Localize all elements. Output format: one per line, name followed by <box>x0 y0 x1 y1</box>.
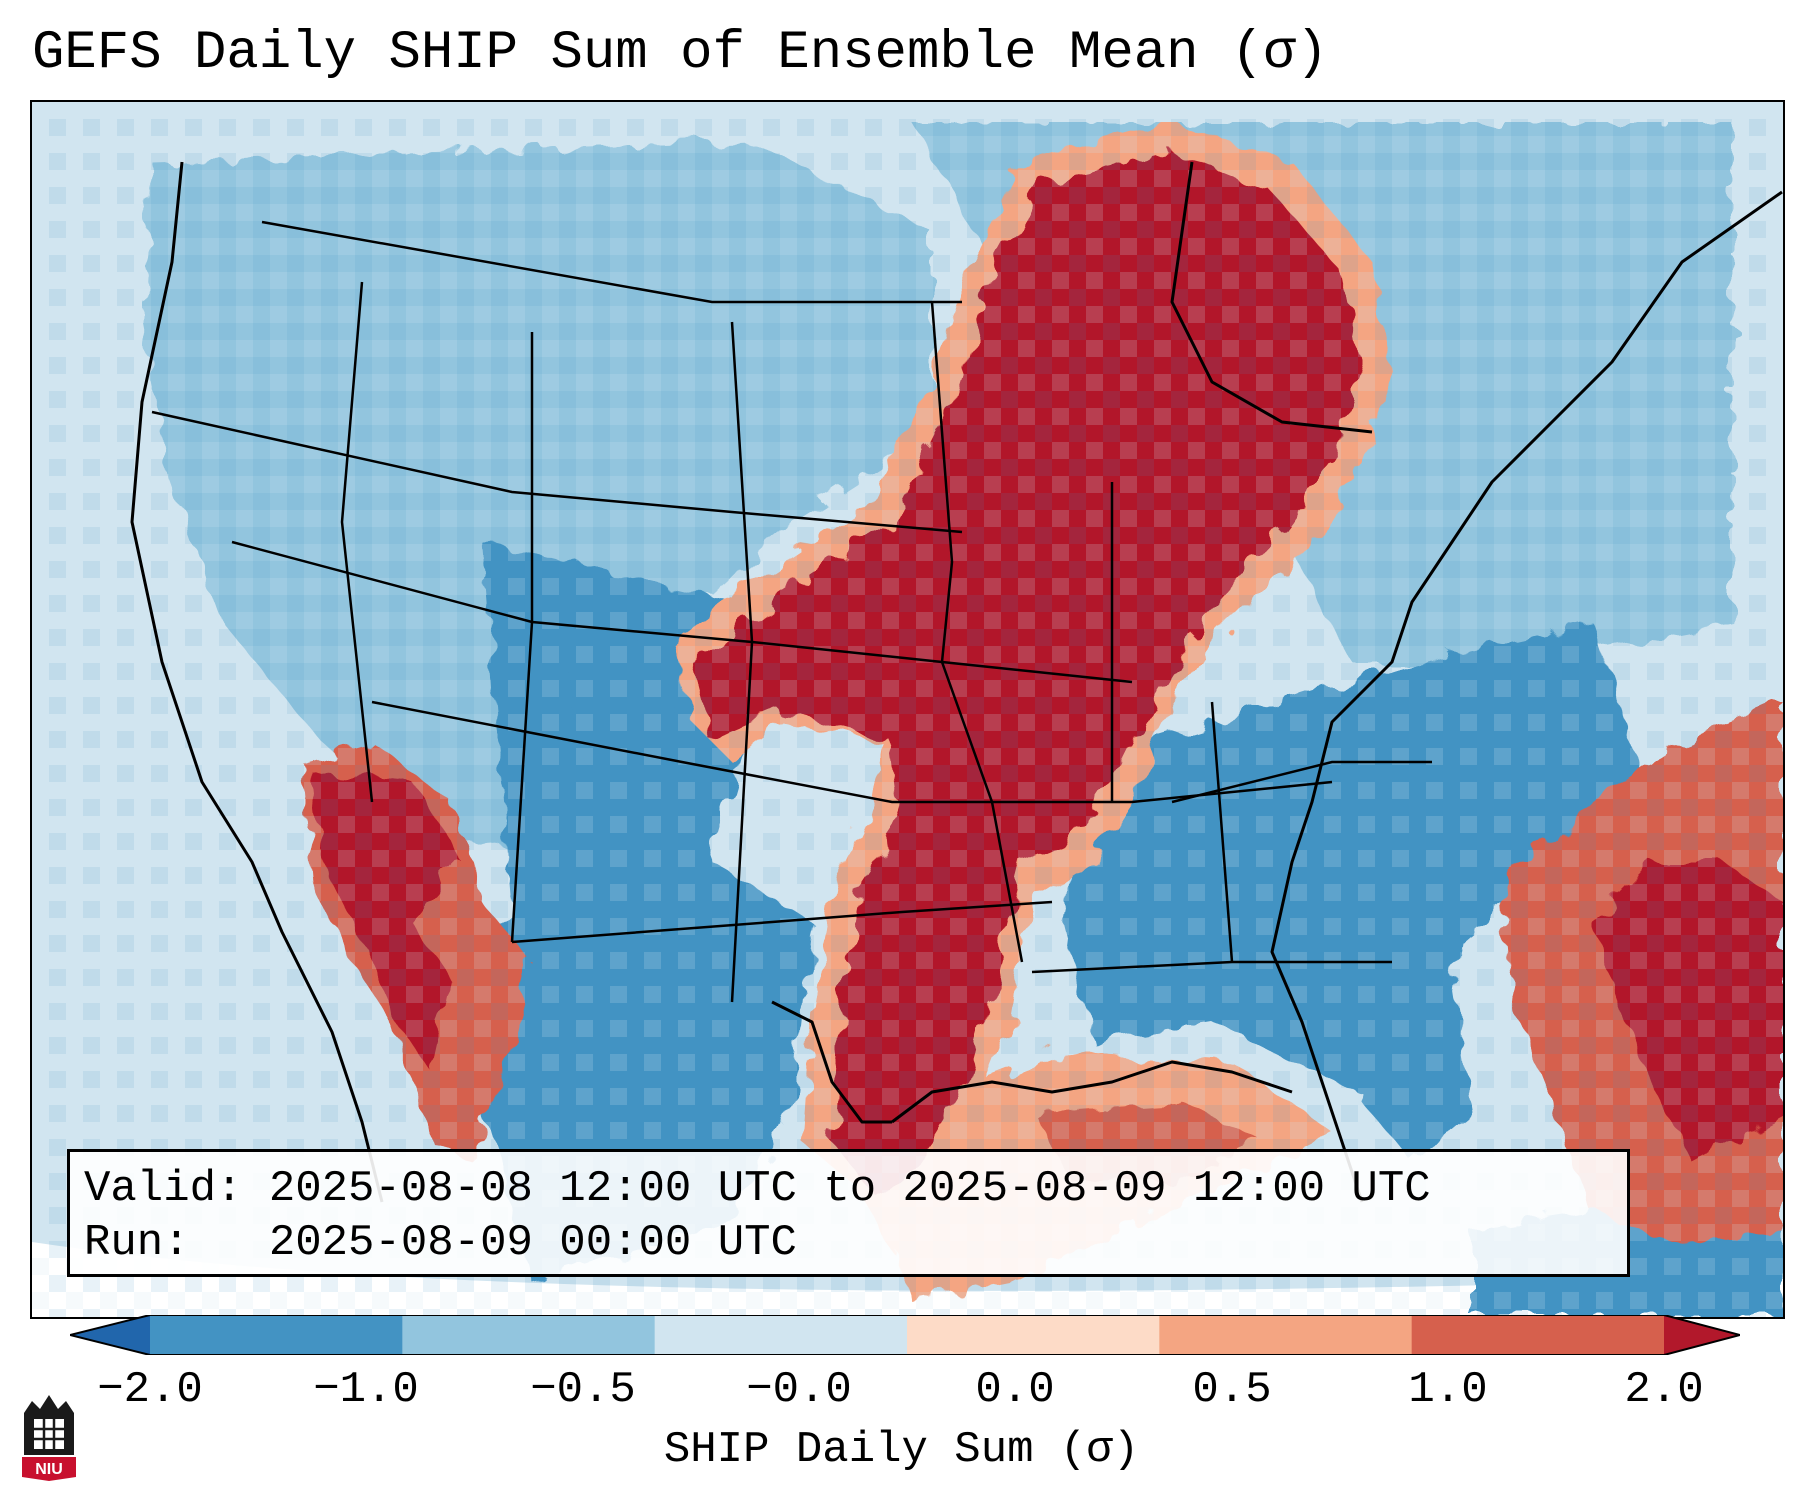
run-label: Run: <box>84 1218 190 1268</box>
anomaly-map <box>32 102 1783 1317</box>
logo-text: NIU <box>35 1461 63 1478</box>
colorbar-segment <box>907 1315 1160 1355</box>
colorbar-tick: −2.0 <box>97 1365 203 1415</box>
niu-logo: NIU <box>22 1395 76 1481</box>
colorbar-tick: 1.0 <box>1408 1365 1488 1415</box>
colorbar-extend-high <box>1664 1315 1740 1355</box>
colorbar-segment <box>1411 1315 1665 1355</box>
map-panel <box>30 100 1785 1319</box>
colorbar-tick: −0.5 <box>530 1365 636 1415</box>
colorbar-segment <box>1159 1315 1413 1355</box>
colorbar <box>70 1315 1740 1355</box>
coastlines <box>130 161 1783 1203</box>
colorbar-label: SHIP Daily Sum (σ) <box>663 1425 1140 1475</box>
colorbar-segment <box>402 1315 656 1355</box>
colorbar-tick: −0.0 <box>746 1365 852 1415</box>
colorbar-tick: 0.0 <box>975 1365 1055 1415</box>
validity-info-box: Valid: 2025-08-08 12:00 UTC to 2025-08-0… <box>67 1149 1630 1277</box>
colorbar-extend-low <box>70 1315 150 1355</box>
valid-range: 2025-08-08 12:00 UTC to 2025-08-09 12:00… <box>268 1164 1431 1214</box>
state-borders <box>151 220 1432 1003</box>
colorbar-tick: 2.0 <box>1624 1365 1704 1415</box>
run-time: 2025-08-09 00:00 UTC <box>268 1218 797 1268</box>
colorbar-segment <box>654 1315 908 1355</box>
colorbar-tick: −1.0 <box>313 1365 419 1415</box>
valid-label: Valid: <box>84 1164 243 1214</box>
chart-title: GEFS Daily SHIP Sum of Ensemble Mean (σ) <box>32 23 1329 84</box>
colorbar-tick: 0.5 <box>1192 1365 1272 1415</box>
colorbar-segment <box>150 1315 403 1355</box>
